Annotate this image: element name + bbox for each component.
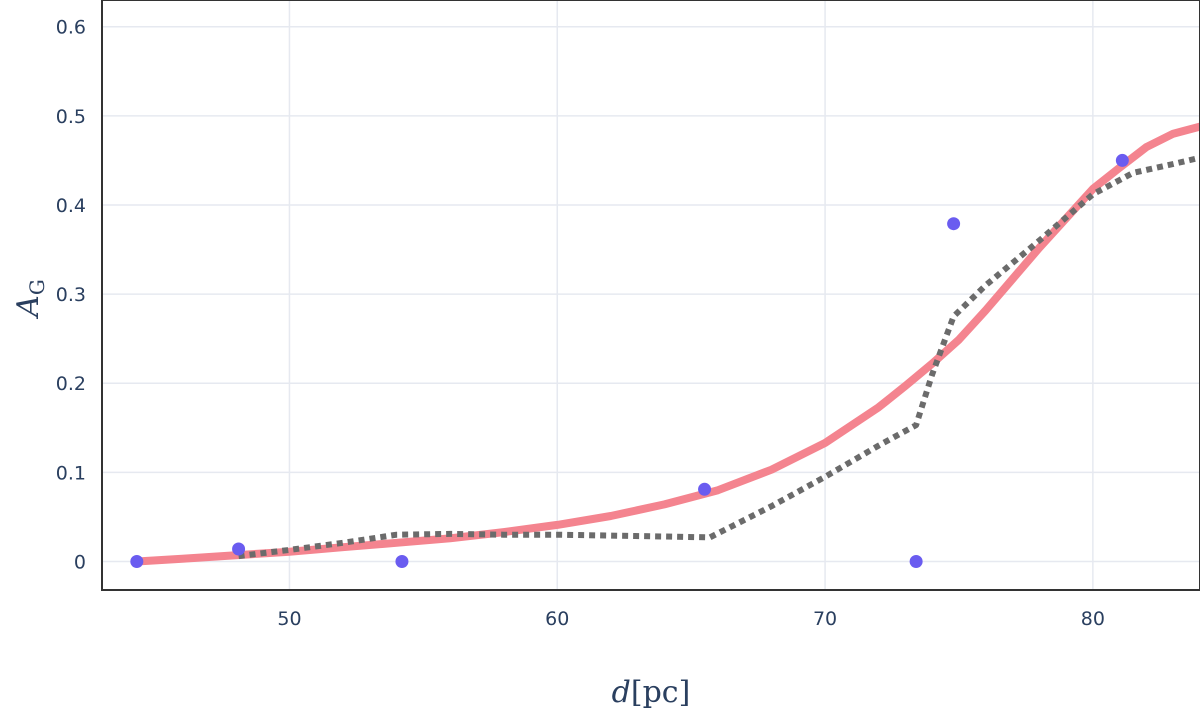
y-tick-label: 0.3: [56, 284, 86, 306]
y-tick-labels: 0 0.1 0.2 0.3 0.4 0.5 0.6: [56, 17, 86, 574]
plot-frame: [101, 0, 1200, 591]
x-axis-title-var: d: [612, 675, 631, 710]
x-tick-label: 50: [277, 608, 301, 630]
series-layer: [130, 122, 1200, 568]
y-grid: [102, 25, 1200, 563]
x-axis-title: d[pc]: [612, 675, 691, 710]
data-point: [130, 554, 144, 568]
data-point: [232, 542, 246, 556]
y-axis-title-sub: G: [25, 279, 49, 295]
data-point: [1115, 153, 1129, 167]
data-point: [947, 217, 961, 231]
dotted-curve: [238, 154, 1200, 560]
data-point: [395, 554, 409, 568]
x-axis-title-unit: [pc]: [631, 675, 690, 710]
y-axis-title: AG: [11, 279, 49, 320]
data-point: [698, 482, 712, 496]
y-tick-label: 0.1: [56, 462, 86, 484]
data-point: [909, 554, 923, 568]
y-axis-title-main: A: [11, 295, 46, 320]
x-tick-label: 70: [813, 608, 837, 630]
svg-text:AG: AG: [11, 279, 49, 320]
x-tick-label: 60: [545, 608, 569, 630]
y-tick-label: 0: [74, 551, 86, 573]
x-grid: [288, 0, 1094, 590]
y-tick-label: 0.6: [56, 17, 86, 39]
x-tick-label: 80: [1081, 608, 1105, 630]
y-tick-label: 0.2: [56, 373, 86, 395]
y-tick-label: 0.4: [56, 195, 86, 217]
y-tick-label: 0.5: [56, 106, 86, 128]
model-curve: [132, 122, 1200, 566]
x-tick-labels: 50 60 70 80: [277, 608, 1105, 630]
